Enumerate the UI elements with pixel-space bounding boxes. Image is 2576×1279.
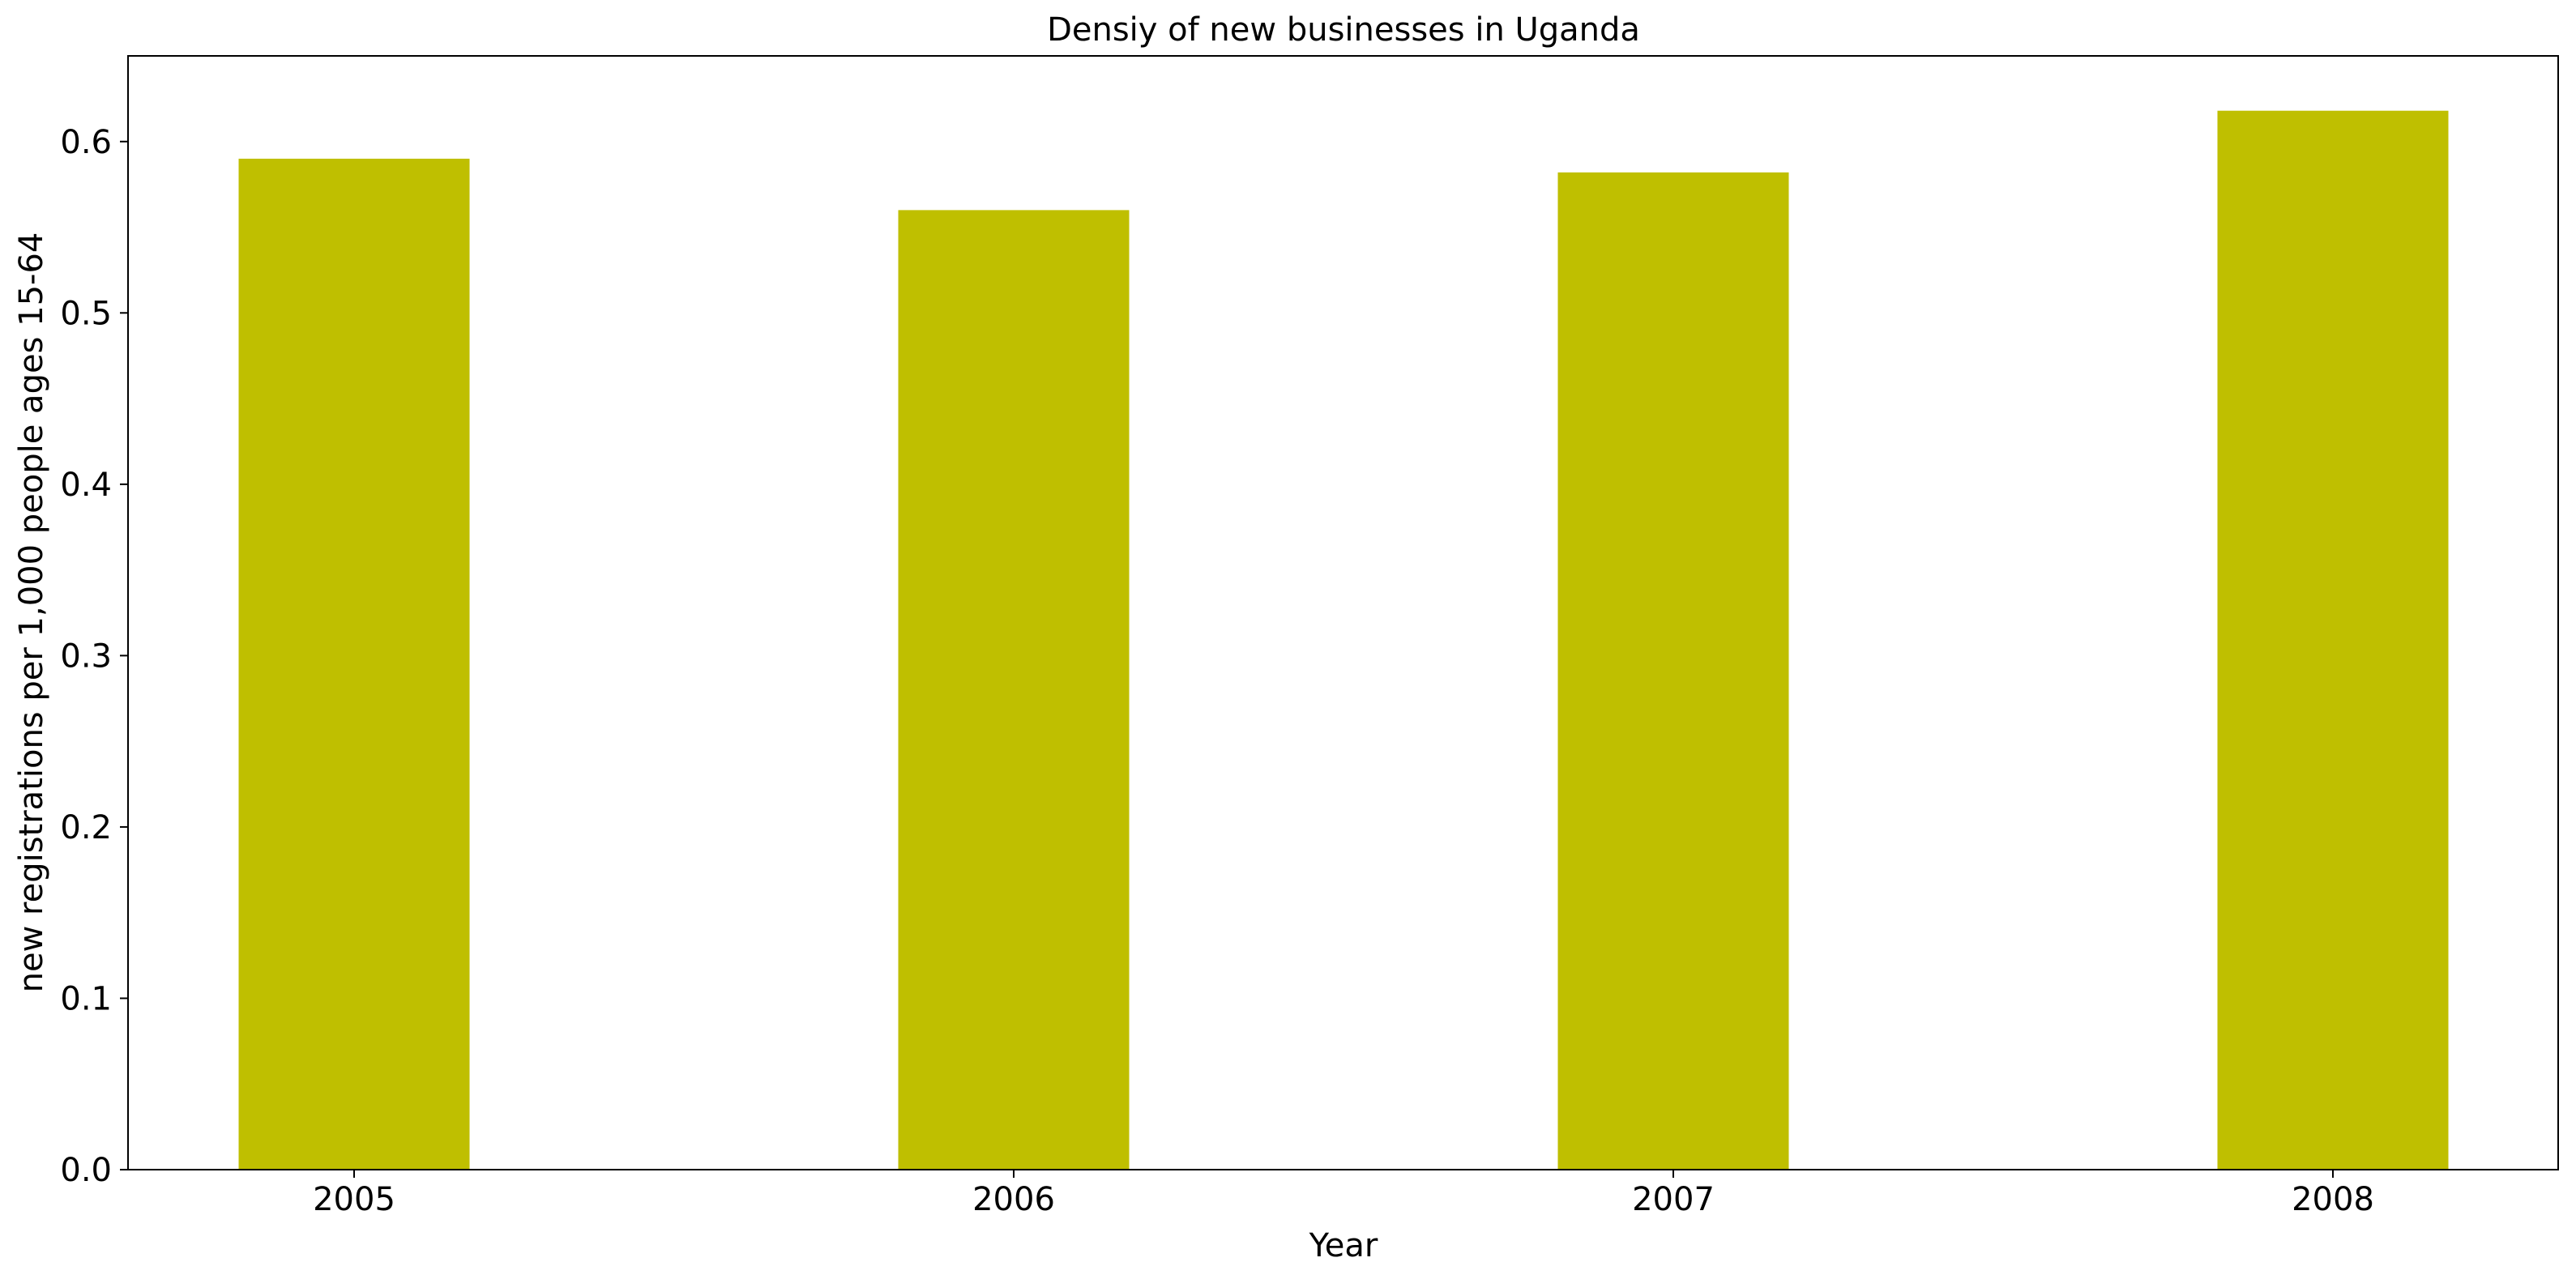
x-tick-label: 2008 xyxy=(2292,1181,2374,1218)
y-tick-label: 0.5 xyxy=(60,295,112,332)
x-tick-label: 2005 xyxy=(313,1181,395,1218)
y-tick-label: 0.1 xyxy=(60,980,112,1017)
bar-2008 xyxy=(2217,110,2449,1170)
y-axis: 0.0 0.1 0.2 0.3 0.4 0.5 0.6 xyxy=(60,124,128,1189)
y-tick-label: 0.2 xyxy=(60,809,112,846)
chart-title: Densiy of new businesses in Uganda xyxy=(1047,11,1640,49)
y-tick-label: 0.6 xyxy=(60,124,112,161)
x-axis-title: Year xyxy=(1309,1227,1378,1264)
x-tick-label: 2006 xyxy=(972,1181,1055,1218)
x-tick-label: 2007 xyxy=(1632,1181,1715,1218)
y-axis-title: new registrations per 1,000 people ages … xyxy=(13,232,50,993)
y-tick-label: 0.4 xyxy=(60,467,112,504)
y-tick-label: 0.3 xyxy=(60,637,112,675)
bars-layer xyxy=(238,110,2449,1170)
x-axis: 2005 2006 2007 2008 xyxy=(313,1170,2374,1218)
bar-2007 xyxy=(1557,172,1789,1170)
plot-frame xyxy=(127,55,2559,1170)
bar-2005 xyxy=(238,158,470,1170)
bar-2006 xyxy=(898,210,1130,1170)
y-tick-label: 0.0 xyxy=(60,1152,112,1189)
